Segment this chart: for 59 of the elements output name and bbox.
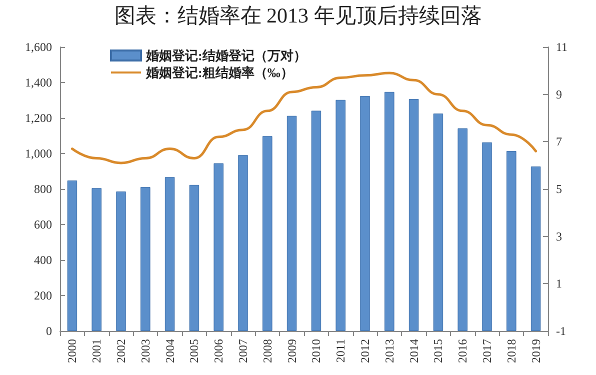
bar: [506, 151, 516, 331]
y-tick-label: 1,000: [25, 146, 52, 160]
x-tick-label: 2019: [528, 339, 543, 363]
bar: [311, 110, 322, 331]
bar: [336, 100, 346, 331]
x-tick-label: 2009: [284, 339, 299, 363]
y-tick-label: 600: [34, 218, 52, 232]
y-tick-label: 400: [34, 253, 52, 267]
bar: [140, 187, 150, 331]
x-tick-label: 2007: [236, 339, 250, 363]
y2-tick-label: 5: [556, 182, 562, 196]
bar: [408, 99, 419, 331]
x-tick-label: 2012: [358, 339, 372, 363]
x-tick-label: 2006: [212, 339, 226, 363]
bar: [384, 92, 394, 331]
x-tick-label: 2015: [431, 339, 446, 363]
bar: [164, 177, 175, 331]
y2-tick-label: 11: [556, 40, 568, 54]
x-tick-label: 2017: [480, 339, 494, 363]
legend-label: 婚姻登记:结婚登记（万对）: [145, 48, 306, 63]
bar: [360, 96, 370, 331]
x-tick-label: 2011: [334, 339, 348, 363]
y2-tick-label: 1: [556, 276, 562, 291]
y-tick-label: 800: [34, 182, 52, 196]
y-tick-label: 200: [34, 288, 52, 302]
bar: [433, 114, 444, 331]
bar: [67, 180, 78, 331]
y-tick-label: 1,400: [25, 76, 52, 90]
x-tick-label: 2008: [260, 339, 274, 363]
y-tick-label: 0: [46, 324, 52, 338]
y-tick-label: 1,600: [25, 40, 52, 54]
x-tick-label: 2003: [138, 339, 152, 363]
legend-label: 婚姻登记:粗结婚率（‰）: [145, 65, 294, 80]
x-tick-label: 2014: [406, 339, 421, 363]
y2-tick-label: -1: [556, 324, 566, 338]
bar: [482, 142, 492, 331]
bar: [92, 188, 102, 331]
y2-tick-label: 9: [556, 87, 562, 102]
chart-title: 图表：结婚率在 2013 年见顶后持续回落: [114, 4, 482, 28]
bar: [458, 128, 468, 331]
bar: [214, 163, 224, 331]
bar: [530, 166, 541, 331]
bar: [189, 184, 200, 331]
x-tick-label: 2018: [504, 339, 518, 363]
y2-tick-label: 3: [556, 229, 562, 244]
bar: [238, 155, 248, 331]
bar: [286, 116, 297, 331]
x-tick-label: 2002: [114, 339, 128, 363]
y-tick-label: 1,200: [25, 111, 52, 125]
y2-tick-label: 7: [556, 134, 562, 149]
x-tick-label: 2001: [90, 339, 104, 363]
bar: [262, 136, 272, 331]
x-tick-label: 2000: [65, 339, 80, 363]
x-tick-label: 2013: [382, 339, 396, 363]
x-tick-label: 2004: [162, 339, 177, 363]
x-tick-label: 2016: [456, 339, 470, 363]
bar: [116, 191, 126, 331]
x-tick-label: 2005: [187, 339, 202, 363]
x-tick-label: 2010: [309, 339, 324, 363]
